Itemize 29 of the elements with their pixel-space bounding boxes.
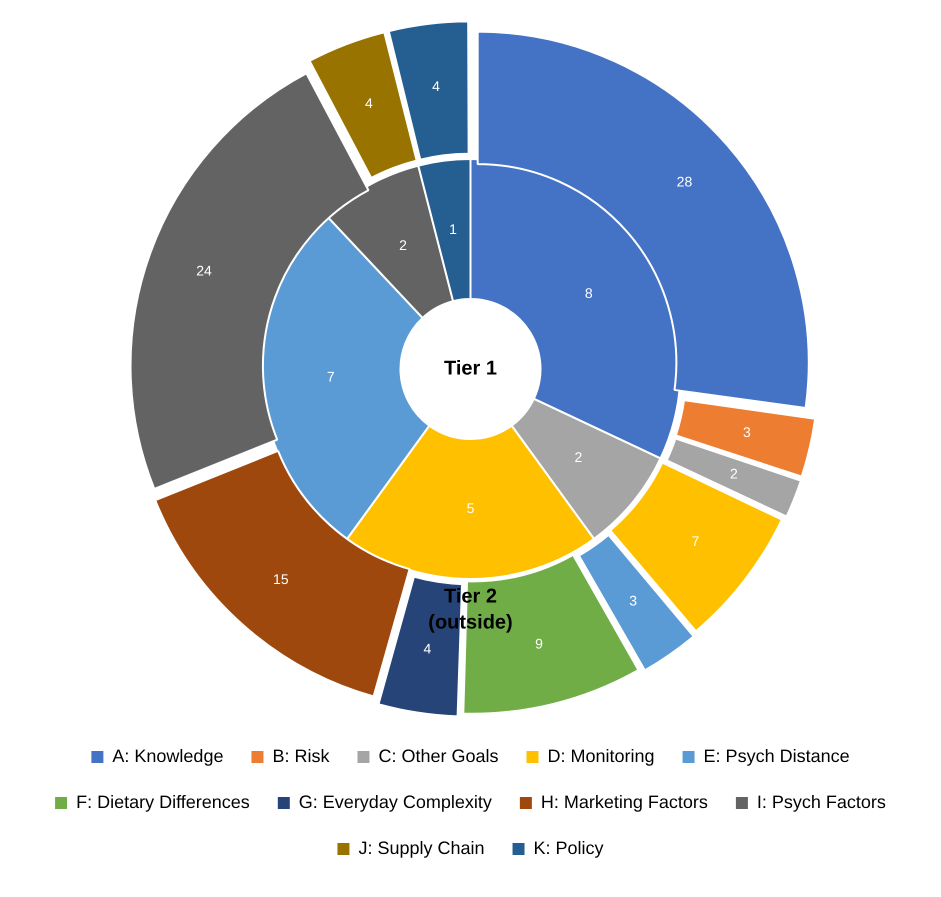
data-label: 3: [629, 592, 638, 608]
legend-label: E: Psych Distance: [704, 746, 850, 766]
slice-label: Tier 1: [444, 358, 497, 380]
legend-label: H: Marketing Factors: [540, 792, 708, 812]
legend-label: B: Risk: [272, 746, 330, 766]
data-label: 9: [535, 635, 544, 652]
data-label: 5: [466, 500, 475, 516]
data-label: 1: [449, 220, 458, 237]
legend-label: K: Policy: [534, 838, 604, 858]
legend-label: J: Supply Chain: [358, 838, 485, 858]
legend-label: G: Everyday Complexity: [298, 792, 492, 812]
data-label: 7: [692, 532, 700, 549]
legend-label: D: Monitoring: [548, 746, 655, 766]
data-label: 4: [432, 78, 440, 94]
data-label: 2: [399, 237, 408, 254]
data-label: 3: [743, 424, 752, 440]
data-label: 2: [574, 449, 582, 466]
legend-label: A: Knowledge: [112, 746, 224, 766]
data-label: 24: [196, 262, 212, 278]
data-label: 15: [273, 570, 289, 587]
data-label: 28: [676, 173, 692, 190]
data-label: 4: [423, 640, 432, 656]
data-label: 2: [730, 465, 738, 482]
legend-label: F: Dietary Differences: [76, 792, 250, 812]
legend-label: C: Other Goals: [378, 746, 499, 766]
legend-label: I: Psych Factors: [756, 792, 886, 812]
data-label: 4: [365, 94, 374, 111]
data-label: 8: [584, 284, 593, 301]
data-label: 7: [326, 368, 335, 385]
